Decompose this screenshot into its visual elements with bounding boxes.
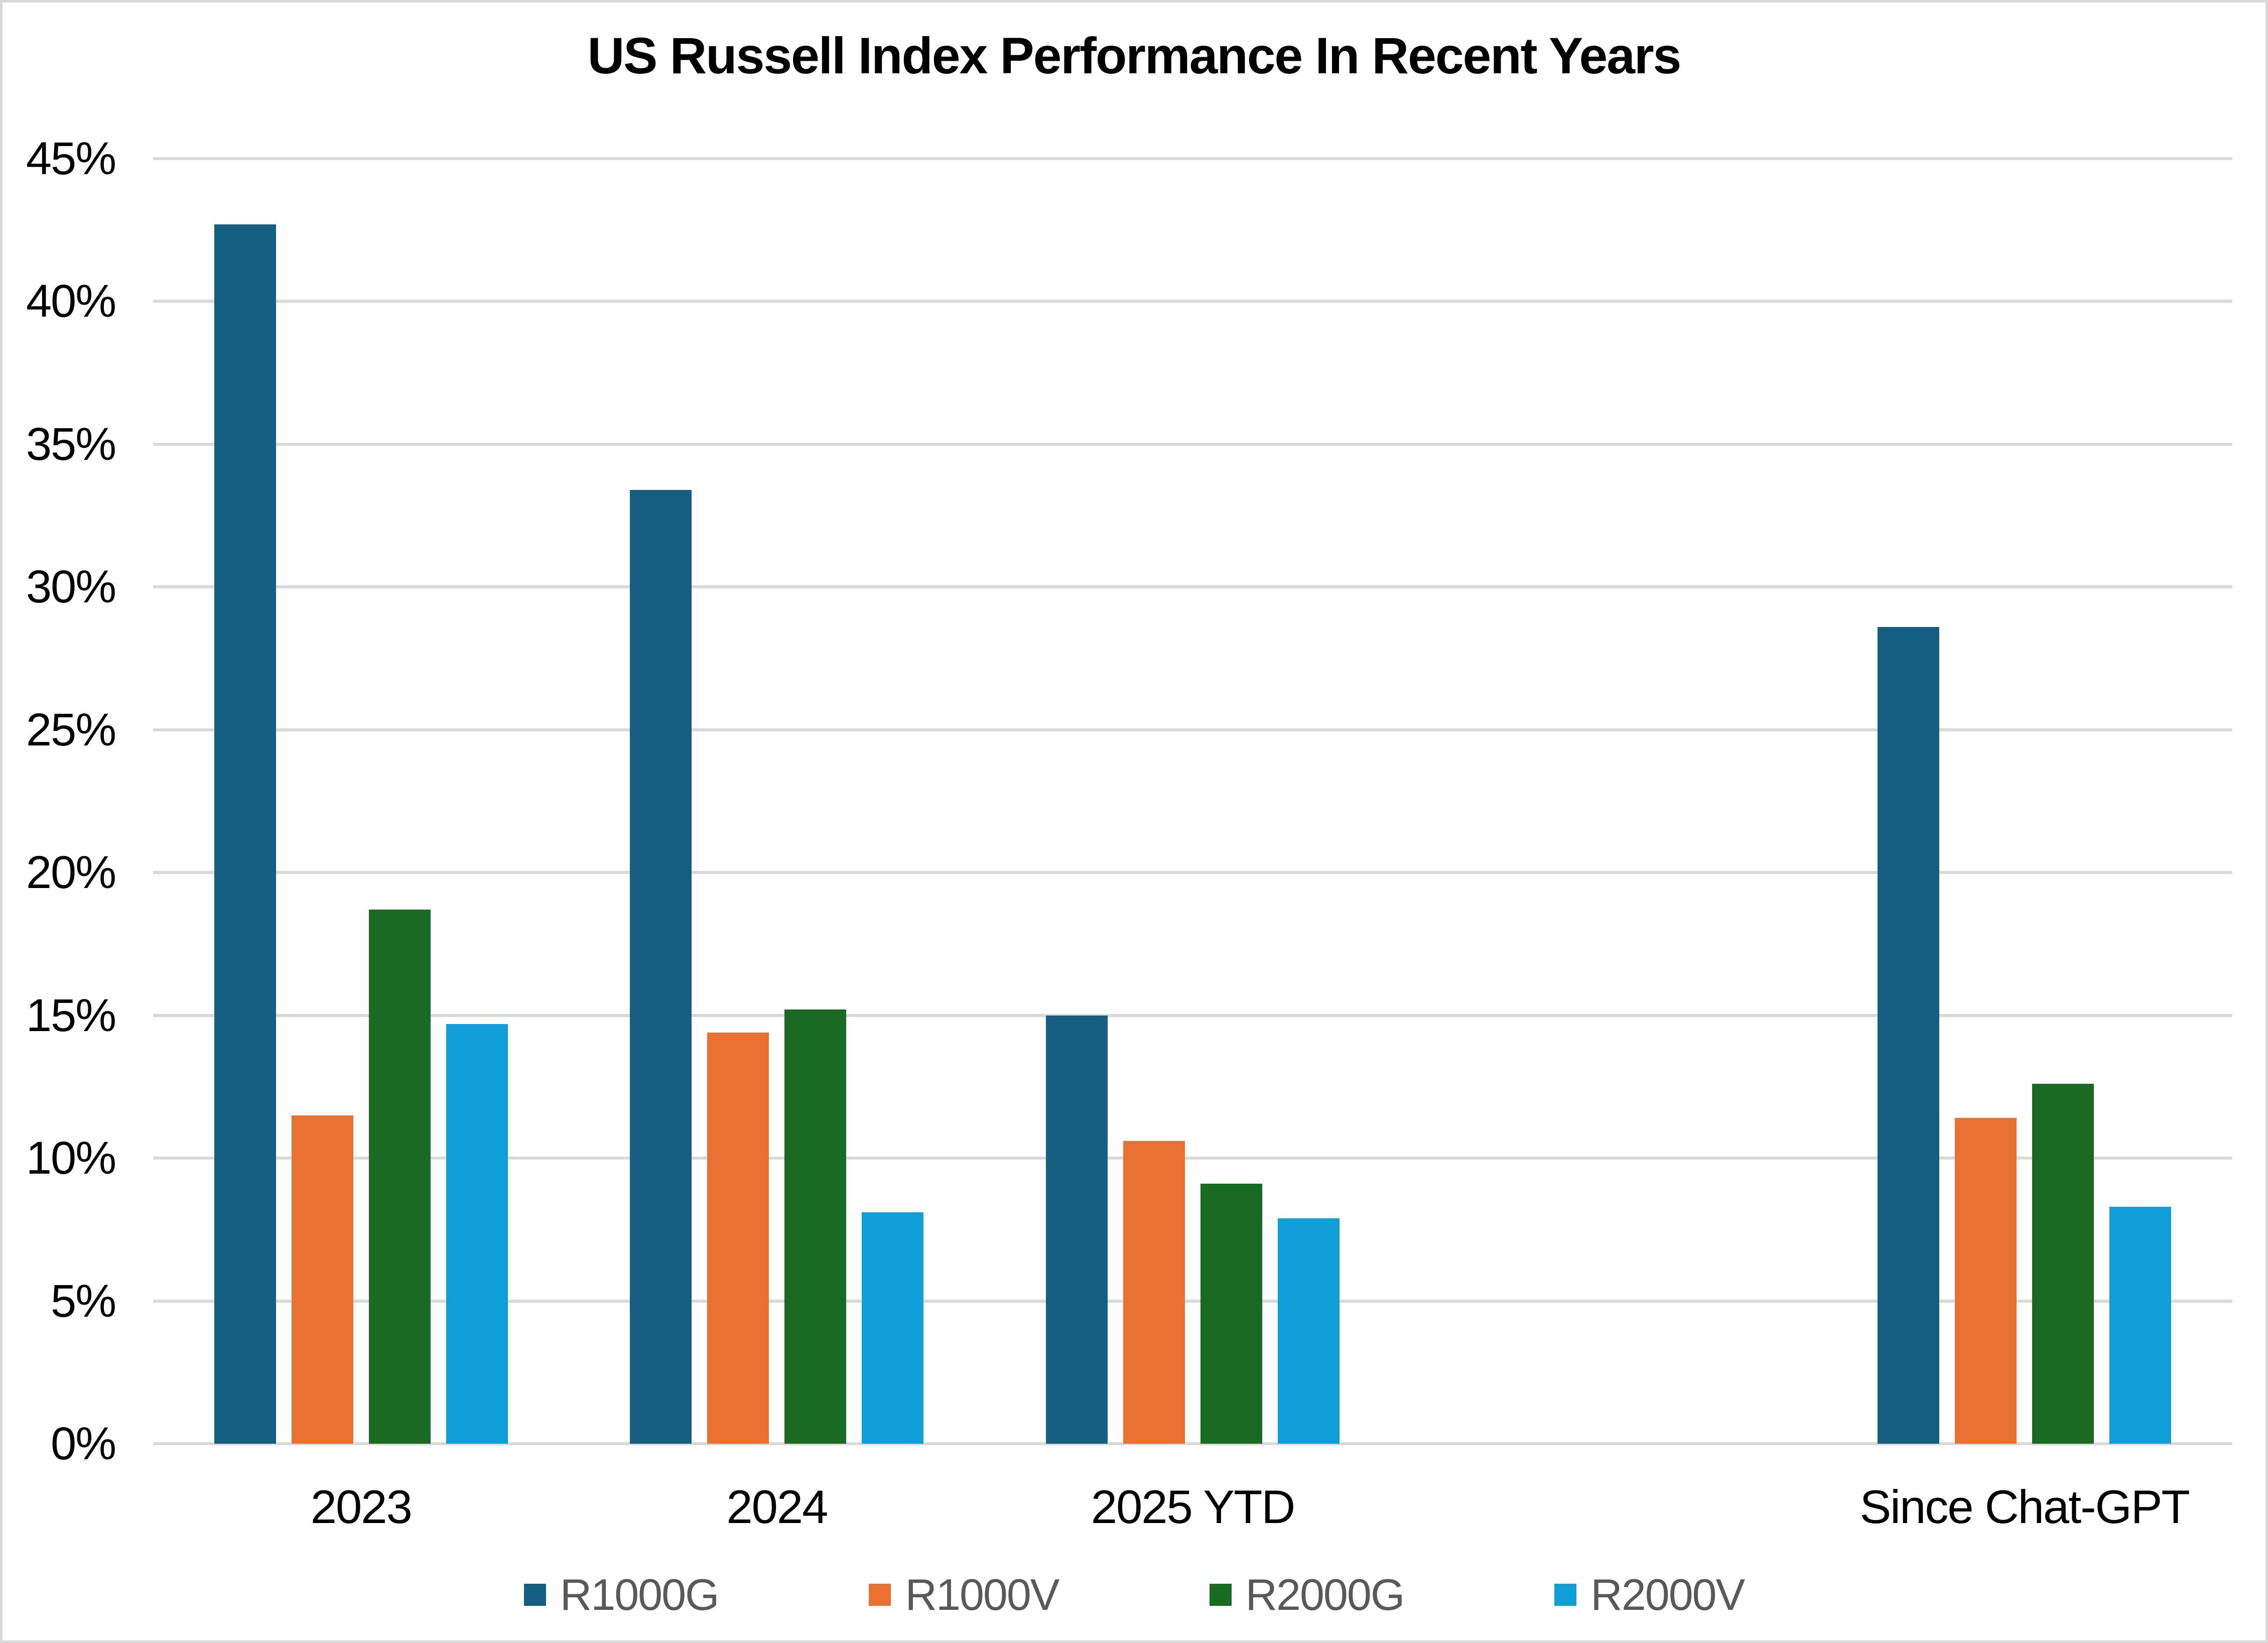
legend-swatch-icon xyxy=(523,1584,546,1606)
category-label: 2023 xyxy=(310,1480,413,1533)
y-tick-label: 40% xyxy=(26,276,116,327)
category-slot xyxy=(1401,159,1817,1444)
gridline xyxy=(153,300,2232,303)
x-axis: 2023 2024 2025 YTD Since Chat-GPT xyxy=(153,1481,2232,1533)
category-slot xyxy=(569,159,985,1444)
legend-label: R1000G xyxy=(560,1570,720,1619)
category-label: Since Chat-GPT xyxy=(1859,1480,2190,1533)
legend-item-r1000g: R1000G xyxy=(523,1570,720,1619)
y-tick-label: 30% xyxy=(26,561,116,613)
bar-r2000v-since-chat-gpt xyxy=(2109,1206,2172,1444)
legend-item-r1000v: R1000V xyxy=(869,1570,1060,1619)
legend: R1000G R1000V R2000G R2000V xyxy=(3,1573,2265,1617)
category-label: 2024 xyxy=(726,1480,828,1533)
y-tick-label: 0% xyxy=(51,1418,116,1469)
legend-label: R2000G xyxy=(1245,1570,1405,1619)
gridline xyxy=(153,585,2232,589)
bar-r2000v-2024 xyxy=(862,1212,924,1444)
y-tick-label: 35% xyxy=(26,418,116,470)
bar-r2000g-2025-ytd xyxy=(1200,1184,1262,1444)
y-tick-label: 5% xyxy=(51,1275,116,1327)
gridline xyxy=(153,871,2232,874)
bar-r1000g-2024 xyxy=(630,489,692,1444)
bar-r1000v-since-chat-gpt xyxy=(1955,1118,2017,1444)
y-tick-label: 10% xyxy=(26,1132,116,1184)
bar-r1000g-2023 xyxy=(214,224,276,1444)
legend-swatch-icon xyxy=(1209,1584,1232,1606)
category-slot xyxy=(985,159,1401,1444)
legend-label: R2000V xyxy=(1590,1570,1745,1619)
bar-r2000v-2025-ytd xyxy=(1277,1218,1340,1444)
x-axis-line xyxy=(153,1442,2232,1445)
gridline xyxy=(153,1157,2232,1160)
bar-r1000v-2025-ytd xyxy=(1123,1141,1185,1444)
bar-r2000g-2024 xyxy=(784,1009,847,1444)
y-tick-label: 45% xyxy=(26,133,116,184)
y-tick-label: 15% xyxy=(26,989,116,1041)
category-label xyxy=(1401,1481,1817,1533)
plot-area xyxy=(153,157,2232,1445)
legend-item-r2000v: R2000V xyxy=(1554,1570,1745,1619)
legend-swatch-icon xyxy=(869,1584,891,1606)
bar-r2000g-since-chat-gpt xyxy=(2032,1084,2094,1444)
category-slot xyxy=(153,159,569,1444)
bar-groups xyxy=(153,159,2232,1444)
y-tick-label: 25% xyxy=(26,704,116,755)
category-label: 2025 YTD xyxy=(1091,1480,1296,1533)
bar-r2000g-2023 xyxy=(368,910,431,1444)
legend-item-r2000g: R2000G xyxy=(1209,1570,1405,1619)
bar-r1000v-2024 xyxy=(707,1032,769,1444)
gridline xyxy=(153,157,2232,160)
gridline xyxy=(153,442,2232,446)
bar-r1000v-2023 xyxy=(291,1115,353,1444)
legend-label: R1000V xyxy=(905,1570,1059,1619)
legend-swatch-icon xyxy=(1554,1584,1577,1606)
y-axis: 0% 5% 10% 15% 20% 25% 30% 35% 40% 45% xyxy=(18,136,116,1467)
bar-r1000g-since-chat-gpt xyxy=(1878,626,1940,1444)
chart-title: US Russell Index Performance In Recent Y… xyxy=(587,27,1682,84)
gridline xyxy=(153,1299,2232,1303)
category-slot xyxy=(1816,159,2232,1444)
y-tick-label: 20% xyxy=(26,847,116,899)
gridline xyxy=(153,1014,2232,1017)
bar-r1000g-2025-ytd xyxy=(1045,1015,1108,1444)
gridline xyxy=(153,728,2232,731)
bar-r2000v-2023 xyxy=(446,1024,508,1444)
